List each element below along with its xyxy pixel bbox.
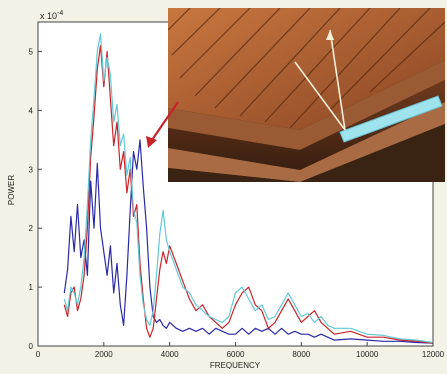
x-tick-label: 6000 xyxy=(227,350,245,359)
y-tick-label: 0 xyxy=(29,342,34,351)
x-axis-label: FREQUENCY xyxy=(210,361,261,369)
y-multiplier-label: x 10-4 xyxy=(40,10,63,21)
y-tick-label: 3 xyxy=(29,165,34,174)
series-line-3 xyxy=(63,33,434,344)
x-tick-label: 10000 xyxy=(356,350,379,359)
annotation-arrow xyxy=(146,101,179,148)
series-line-1 xyxy=(63,139,434,344)
x-tick-label: 8000 xyxy=(292,350,310,359)
x-tick-label: 4000 xyxy=(161,350,179,359)
wood-layers-photo xyxy=(168,8,445,182)
x-tick-label: 12000 xyxy=(422,350,445,359)
y-axis-label: POWER xyxy=(7,175,16,205)
series-line-2 xyxy=(63,44,434,344)
y-tick-label: 1 xyxy=(29,283,34,292)
x-tick-label: 0 xyxy=(36,350,41,359)
y-tick-label: 2 xyxy=(29,224,34,233)
y-tick-label: 5 xyxy=(29,47,34,56)
y-tick-label: 4 xyxy=(29,106,34,115)
x-tick-label: 2000 xyxy=(95,350,113,359)
